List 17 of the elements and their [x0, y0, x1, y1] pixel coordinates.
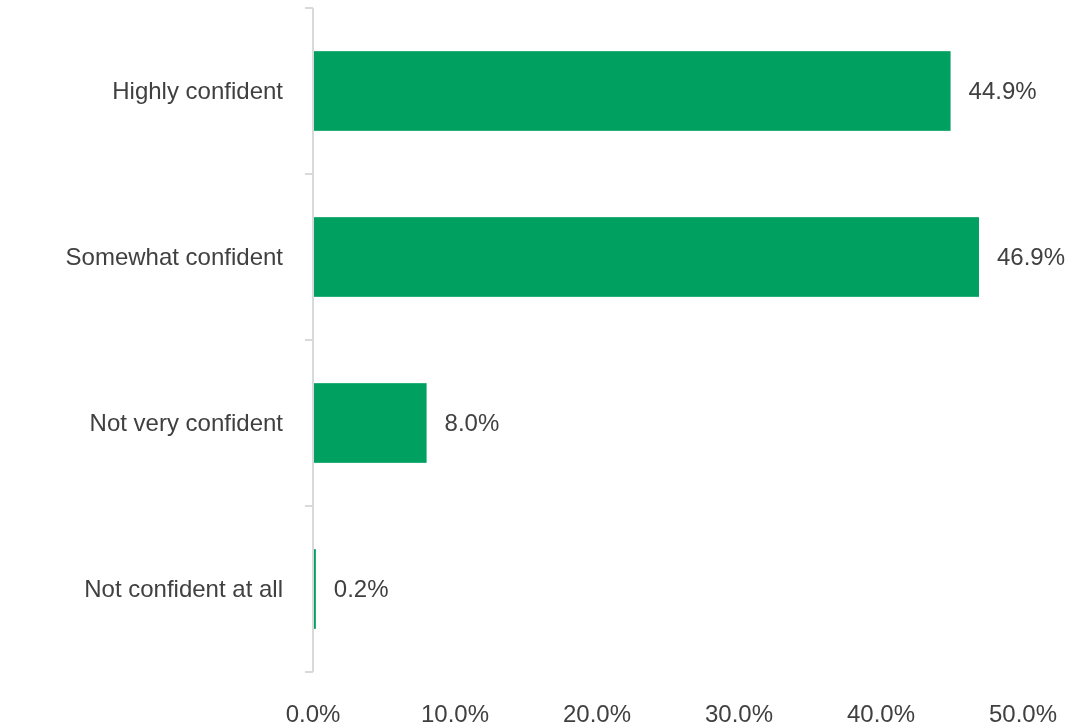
bar — [313, 51, 951, 131]
y-tick-label: Somewhat confident — [65, 243, 284, 271]
y-tick-label: Not very confident — [89, 409, 284, 437]
data-label: 44.9% — [968, 77, 1037, 105]
x-tick-label: 0.0% — [285, 700, 341, 728]
x-tick-label: 20.0% — [562, 700, 632, 728]
x-tick-label: 40.0% — [846, 700, 916, 728]
bar — [313, 383, 427, 463]
data-label: 0.2% — [333, 575, 389, 603]
x-tick-label: 30.0% — [704, 700, 774, 728]
x-tick-label: 50.0% — [988, 700, 1058, 728]
data-label: 46.9% — [996, 243, 1066, 271]
data-label: 8.0% — [444, 409, 500, 437]
y-tick-label: Highly confident — [112, 77, 284, 105]
y-tick-label: Not confident at all — [84, 575, 283, 603]
bar — [313, 217, 979, 297]
x-tick-label: 10.0% — [420, 700, 490, 728]
